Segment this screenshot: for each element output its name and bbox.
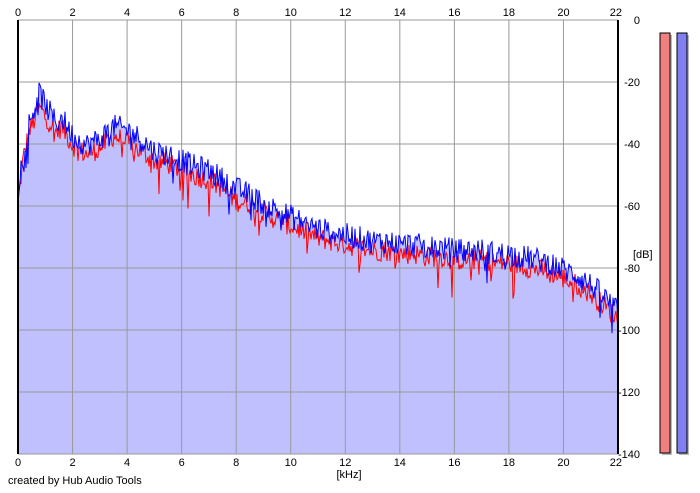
x-tick-bottom-20: 20 bbox=[557, 457, 569, 469]
y-tick-neg40: -40 bbox=[624, 139, 640, 151]
left-channel-meter-bar bbox=[659, 32, 671, 454]
x-tick-top-0: 0 bbox=[15, 7, 21, 19]
x-tick-bottom-18: 18 bbox=[503, 457, 515, 469]
x-tick-labels-top: 0 2 4 6 8 10 12 14 16 18 20 22 bbox=[15, 7, 622, 19]
x-tick-top-8: 8 bbox=[233, 7, 239, 19]
y-tick-neg80: -80 bbox=[624, 263, 640, 275]
level-meters bbox=[659, 32, 689, 455]
x-tick-bottom-6: 6 bbox=[179, 457, 185, 469]
x-axis-unit-label: [kHz] bbox=[336, 469, 361, 481]
x-tick-bottom-10: 10 bbox=[285, 457, 297, 469]
x-tick-labels-bottom: 0 2 4 6 8 10 12 14 16 18 20 22 bbox=[15, 457, 622, 469]
x-tick-top-22: 22 bbox=[610, 7, 622, 19]
x-tick-top-10: 10 bbox=[285, 7, 297, 19]
y-tick-neg100: -100 bbox=[618, 325, 640, 337]
right-channel-meter-bar bbox=[676, 32, 688, 454]
x-tick-top-16: 16 bbox=[448, 7, 460, 19]
y-tick-neg140: -140 bbox=[618, 449, 640, 461]
x-tick-top-18: 18 bbox=[503, 7, 515, 19]
y-tick-0: 0 bbox=[634, 15, 640, 27]
y-axis-unit-label: [dB] bbox=[633, 249, 653, 261]
x-tick-top-4: 4 bbox=[124, 7, 130, 19]
credit-text: created by Hub Audio Tools bbox=[8, 475, 142, 487]
x-tick-bottom-2: 2 bbox=[69, 457, 75, 469]
y-tick-neg20: -20 bbox=[624, 77, 640, 89]
x-tick-top-2: 2 bbox=[69, 7, 75, 19]
x-tick-bottom-0: 0 bbox=[15, 457, 21, 469]
x-tick-top-20: 20 bbox=[557, 7, 569, 19]
x-tick-top-14: 14 bbox=[394, 7, 406, 19]
x-tick-bottom-4: 4 bbox=[124, 457, 130, 469]
blue-series-line bbox=[17, 82, 619, 334]
horizontal-gridlines bbox=[18, 19, 618, 455]
x-tick-bottom-22: 22 bbox=[610, 457, 622, 469]
x-tick-bottom-16: 16 bbox=[448, 457, 460, 469]
x-tick-top-6: 6 bbox=[179, 7, 185, 19]
vertical-gridlines bbox=[72, 20, 564, 454]
y-tick-labels: 0 -20 -40 -60 -80 -100 -120 -140 bbox=[618, 15, 640, 461]
x-tick-bottom-8: 8 bbox=[233, 457, 239, 469]
x-tick-bottom-12: 12 bbox=[339, 457, 351, 469]
y-tick-neg60: -60 bbox=[624, 201, 640, 213]
y-tick-neg120: -120 bbox=[618, 387, 640, 399]
x-tick-top-12: 12 bbox=[339, 7, 351, 19]
x-tick-bottom-14: 14 bbox=[394, 457, 406, 469]
